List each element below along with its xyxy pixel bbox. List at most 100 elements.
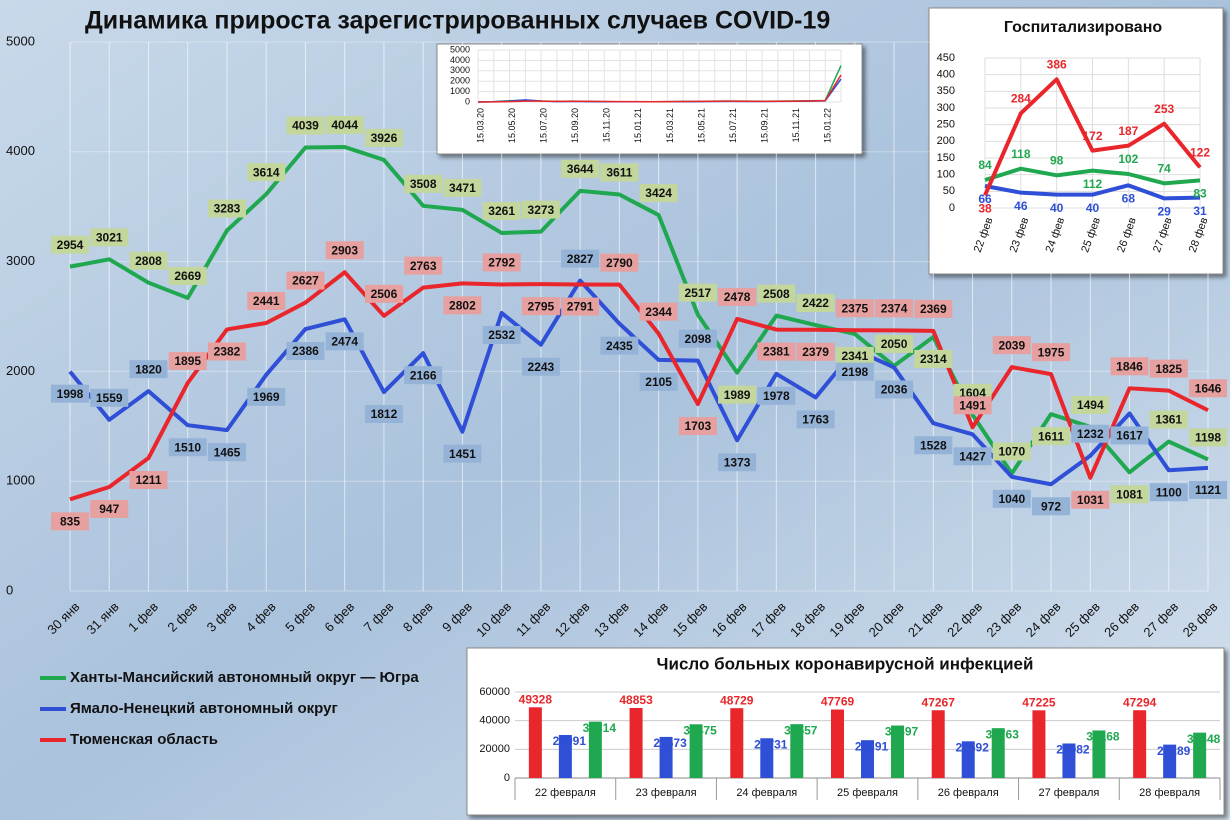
data-label: 24082 [1056,743,1090,757]
data-label: 47267 [922,695,956,709]
data-label: 2827 [567,252,594,266]
data-label: 37475 [683,723,717,737]
data-label: 2386 [292,344,319,358]
data-label: 27731 [754,737,788,751]
data-label: 40 [1086,201,1100,215]
data-label-box [914,299,953,318]
x-tick-label: 28 февраля [1139,787,1200,799]
x-tick-label: 15.07.21 [728,108,738,143]
data-label: 2763 [410,259,437,273]
legend-label: Ханты-Мансийский автономный округ — Югра [70,669,419,686]
data-label-box [443,178,482,197]
chart-title: Динамика прироста зарегистрированных слу… [85,7,830,35]
data-label: 835 [60,514,80,528]
data-label: 1825 [1155,362,1182,376]
data-label-box [1071,395,1110,414]
x-tick-label: 23 февраля [636,787,697,799]
y-tick-label: 300 [937,102,955,114]
data-label: 83 [1193,187,1207,201]
data-label: 118 [1011,147,1031,161]
y-tick-label: 100 [937,169,955,181]
data-label-box [404,256,443,275]
data-label-box [207,199,246,218]
data-label-box [796,342,835,361]
data-label: 48729 [720,693,754,707]
data-label: 1451 [449,447,476,461]
bar [730,708,744,778]
bar [861,740,874,778]
x-tick-label: 15.09.20 [570,108,580,143]
data-label: 2802 [449,299,476,313]
data-label: 2374 [881,302,908,316]
data-label: 2344 [645,305,672,319]
bar [961,741,975,778]
series-line [477,74,842,103]
y-tick-label: 3000 [450,65,470,75]
bar [1193,732,1207,778]
series-line [984,166,1201,186]
y-tick-label: 400 [937,69,955,81]
x-tick-label: 15.07.20 [539,108,549,143]
data-label: 36597 [885,725,919,739]
series-line [983,77,1202,197]
data-label-box [561,159,600,178]
y-tick-label: 350 [937,85,955,97]
data-label-box [521,297,560,316]
data-label: 2903 [331,243,358,257]
data-label-box [207,342,246,361]
x-tick-label: 15.05.21 [696,108,706,143]
data-label-box [796,294,835,313]
y-tick-label: 0 [504,772,510,784]
data-label-box [364,128,403,147]
y-tick-label: 50 [943,185,955,197]
data-label: 2422 [802,296,829,310]
data-label: 187 [1118,124,1138,138]
data-label: 1100 [1156,485,1182,499]
data-label: 1703 [685,419,712,433]
y-tick-label: 0 [465,96,470,106]
data-label: 4039 [292,119,319,133]
data-label-box [1189,379,1227,398]
data-label-box [168,266,207,285]
data-label-box [914,349,953,368]
data-label-box [129,360,168,379]
data-label: 40 [1050,201,1064,215]
bar [689,724,703,778]
bar [831,709,844,778]
data-label: 1081 [1116,487,1143,501]
data-label-box [678,417,717,436]
y-tick-label: 1000 [6,473,35,488]
data-label: 102 [1118,152,1138,166]
data-label-box [561,297,600,316]
data-label-box [1110,357,1149,376]
data-label: 2506 [371,287,398,301]
data-label-box [404,174,443,193]
data-label-box [129,471,168,490]
data-label-box [443,296,482,315]
data-label: 1510 [174,440,201,454]
legend-label: Ямало-Ненецкий автономный округ [70,700,338,717]
data-label: 2105 [645,375,672,389]
data-label: 1232 [1077,427,1104,441]
overview-panel [436,43,863,155]
data-label: 2375 [841,301,868,315]
data-label: 3471 [449,181,476,195]
y-tick-label: 2000 [450,76,470,86]
data-label: 98 [1050,154,1064,168]
x-tick-label: 15.01.21 [633,108,643,143]
x-tick-label: 24 февраля [736,787,797,799]
data-label: 4044 [331,118,358,132]
data-label-box [1071,424,1110,443]
bar [1032,710,1046,778]
x-tick-label: 22 февраля [535,787,596,799]
x-tick-label: 15.01.22 [823,108,833,143]
data-label-box [718,453,757,472]
bar [558,735,572,778]
series-line [69,144,1209,476]
data-label: 2341 [841,349,868,363]
data-label: 3261 [488,204,515,218]
data-label: 2508 [763,287,790,301]
data-label-box [953,396,992,415]
series-line [69,270,1209,502]
data-label: 1121 [1195,483,1221,497]
